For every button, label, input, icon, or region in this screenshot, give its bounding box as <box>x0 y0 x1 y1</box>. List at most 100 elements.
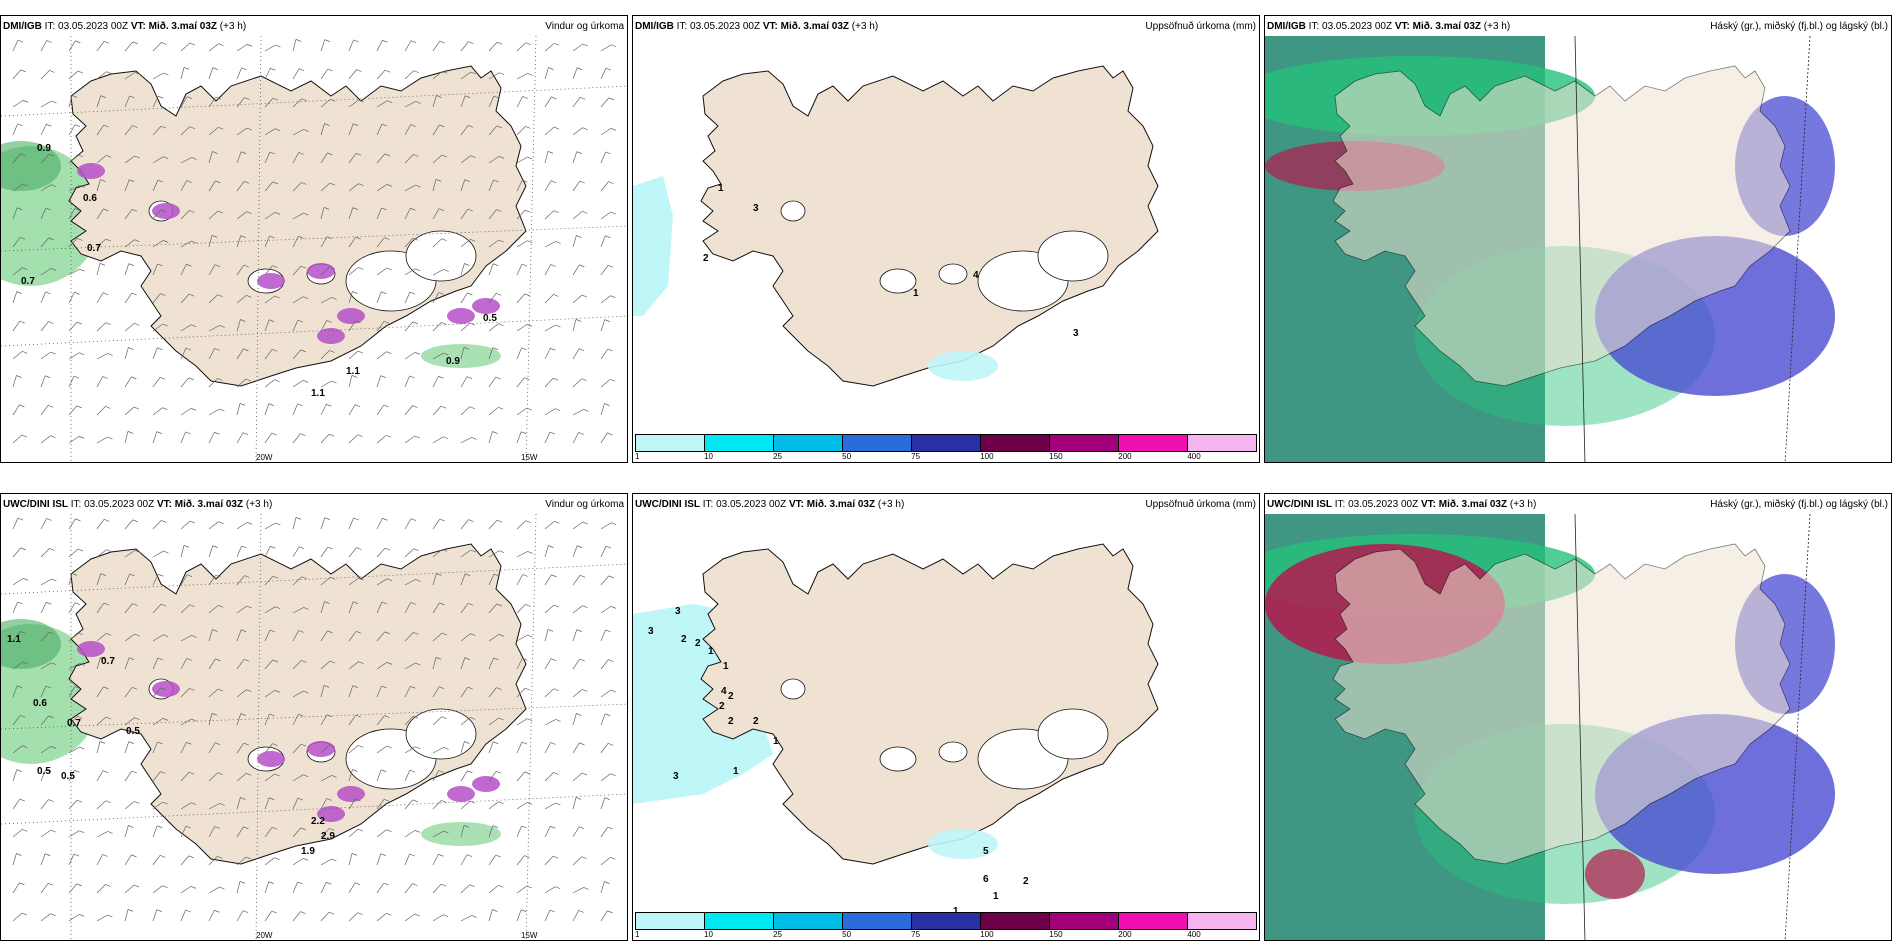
model-source: DMI/IGB <box>1267 21 1306 32</box>
legend-tick-label: 10 <box>704 452 713 461</box>
grid-line <box>1574 35 1586 462</box>
wind-speed-labels: 0.9 0.6 0.7 0.7 0.5 0.9 1.1 1.1 <box>21 143 497 399</box>
init-time: 03.05.2023 00Z <box>1322 21 1395 32</box>
map-precip: 3322114222231165212213 <box>633 543 1159 927</box>
legend-tick-label: 1 <box>635 930 640 939</box>
vt-label: VT: <box>1394 21 1413 32</box>
legend-swatch <box>912 913 981 929</box>
value-label: 4 <box>973 270 979 281</box>
graticule <box>1 513 627 940</box>
legend-swatch <box>912 435 981 451</box>
legend-swatch <box>1119 913 1188 929</box>
value-label: 1 <box>953 906 959 917</box>
value-label: 0.6 <box>83 193 97 204</box>
vt-label: VT: <box>788 499 807 510</box>
legend-tick-label: 150 <box>1049 452 1063 461</box>
valid-time: Mið. 3.maí 03Z <box>1438 499 1510 510</box>
legend-tick-label: 100 <box>980 452 994 461</box>
model-source: UWC/DINI ISL <box>1267 499 1332 510</box>
map-wind: 20W 15W 0.9 0.6 0.7 0.7 0.5 0.9 1.1 1.1 <box>1 35 627 462</box>
value-label: 0.5 <box>126 726 140 737</box>
lon-label-15w: 15W <box>521 931 538 940</box>
map-wind: 20W 15W 1.1 0.7 0.6 0.7 0.5 0.5 0.5 2.2 2.9 1.9 <box>1 513 627 940</box>
precip-south-area <box>928 829 998 859</box>
legend-tick-label: 50 <box>842 930 852 939</box>
value-label: 3 <box>673 771 679 782</box>
wind-barbs <box>12 517 617 922</box>
vt-label: VT: <box>762 21 781 32</box>
legend-tick-label: 200 <box>1118 930 1132 939</box>
value-label: 3 <box>648 626 654 637</box>
precip-color-legend <box>635 434 1257 452</box>
value-label: 1 <box>723 661 729 672</box>
map-cloud <box>1265 35 1891 462</box>
legend-swatch <box>705 913 774 929</box>
grid-line <box>1784 513 1811 940</box>
valid-time: Mið. 3.maí 03Z <box>1412 21 1484 32</box>
value-label: 1.9 <box>301 846 315 857</box>
value-label: 4 <box>721 686 727 697</box>
value-label: 0.5 <box>483 313 497 324</box>
value-label: 0.5 <box>37 766 51 777</box>
lead-time: (+3 h) <box>219 21 247 32</box>
value-label: 1 <box>913 288 919 299</box>
precip-heavy <box>77 163 501 368</box>
value-label: 1.1 <box>346 366 360 377</box>
precip-area-core <box>1 619 61 669</box>
vt-label: VT: <box>1420 499 1439 510</box>
value-label: 1 <box>773 736 779 747</box>
panel-header: DMI/IGB IT: 03.05.2023 00Z VT: Mið. 3.ma… <box>1267 20 1888 34</box>
glacier-areas <box>780 200 1109 312</box>
grid-line <box>1784 35 1811 462</box>
precip-color-legend <box>635 912 1257 930</box>
value-label: 2 <box>753 716 759 727</box>
value-label: 0.7 <box>101 656 115 667</box>
map-precip: 1 3 2 1 4 3 <box>633 65 1159 387</box>
value-label: 1 <box>708 646 714 657</box>
value-label: 0.9 <box>37 143 51 154</box>
it-label: IT: <box>70 499 85 510</box>
legend-ticks: 1 10 25 50 75 100 150 200 400 <box>635 930 1257 940</box>
legend-tick-label: 10 <box>704 930 713 939</box>
legend-swatch <box>1188 913 1256 929</box>
lon-label-20w: 20W <box>256 931 273 940</box>
it-label: IT: <box>702 499 717 510</box>
product-title: Uppsöfnuð úrkoma (mm) <box>1145 21 1256 32</box>
map-panel-wind: 20W 15W 0.9 0.6 0.7 0.7 0.5 0.9 1.1 1.1 DMI/IGB I… <box>0 15 628 463</box>
lead-time: (+3 h) <box>245 499 273 510</box>
legend-tick-label: 25 <box>773 452 782 461</box>
value-label: 2 <box>703 253 709 264</box>
valid-time: Mið. 3.maí 03Z <box>174 499 246 510</box>
map-panel-precip: 3322114222231165212213 UWC/DINI ISL IT: … <box>632 493 1260 941</box>
value-label: 5 <box>983 846 989 857</box>
legend-tick-label: 150 <box>1049 930 1063 939</box>
legend-tick-label: 25 <box>773 930 782 939</box>
value-label: 3 <box>675 606 681 617</box>
value-label: 2.2 <box>311 816 325 827</box>
panel-header: DMI/IGB IT: 03.05.2023 00Z VT: Mið. 3.ma… <box>635 20 1256 34</box>
value-label: 1.1 <box>7 634 21 645</box>
legend-swatch <box>843 913 912 929</box>
value-label: 2 <box>728 691 734 702</box>
value-label: 0.7 <box>67 718 81 729</box>
legend-tick-label: 75 <box>911 930 921 939</box>
valid-time: Mið. 3.maí 03Z <box>148 21 220 32</box>
legend-swatch <box>774 913 843 929</box>
init-time: 03.05.2023 00Z <box>58 21 131 32</box>
legend-swatch <box>774 435 843 451</box>
init-time: 03.05.2023 00Z <box>716 499 789 510</box>
vt-label: VT: <box>156 499 175 510</box>
legend-tick-label: 400 <box>1187 930 1201 939</box>
legend-tick-label: 400 <box>1187 452 1201 461</box>
valid-time: Mið. 3.maí 03Z <box>806 499 878 510</box>
value-label: 0.7 <box>21 276 35 287</box>
value-label: 3 <box>1073 328 1079 339</box>
iceland-coastline <box>68 543 527 865</box>
map-panel-precip: 1 3 2 1 4 3 DMI/IGB IT: 03.05.2023 00Z VT: Mi… <box>632 15 1260 463</box>
value-label: 2 <box>719 701 725 712</box>
vt-label: VT: <box>130 21 149 32</box>
value-label: 2 <box>1023 876 1029 887</box>
init-time: 03.05.2023 00Z <box>84 499 157 510</box>
iceland-coastline <box>700 543 1159 865</box>
legend-swatch <box>843 435 912 451</box>
